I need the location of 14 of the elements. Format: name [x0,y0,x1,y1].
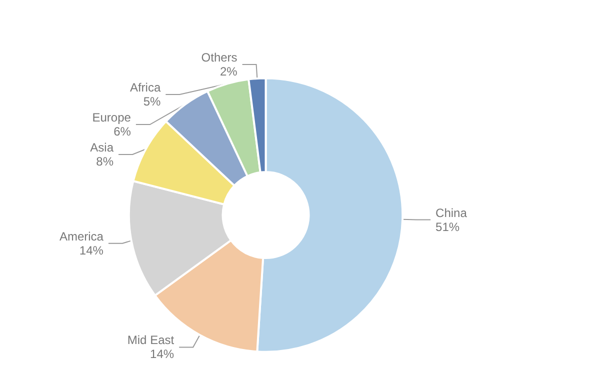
data-label: 14% [79,243,104,258]
slice-label: China [436,206,468,220]
slice-label: Others [201,50,238,64]
slice-label: Europe [92,110,132,124]
data-label: 14% [150,347,174,362]
data-label: 6% [114,124,132,138]
data-label: 8% [96,154,114,168]
data-label: 51% [436,220,460,234]
data-label: 5% [143,94,161,108]
slice-label: Mid East [127,333,175,348]
slice-label: Asia [90,140,114,154]
slice-label: America [59,229,104,244]
slice-label: Africa [130,80,161,94]
data-label: 2% [220,64,238,78]
